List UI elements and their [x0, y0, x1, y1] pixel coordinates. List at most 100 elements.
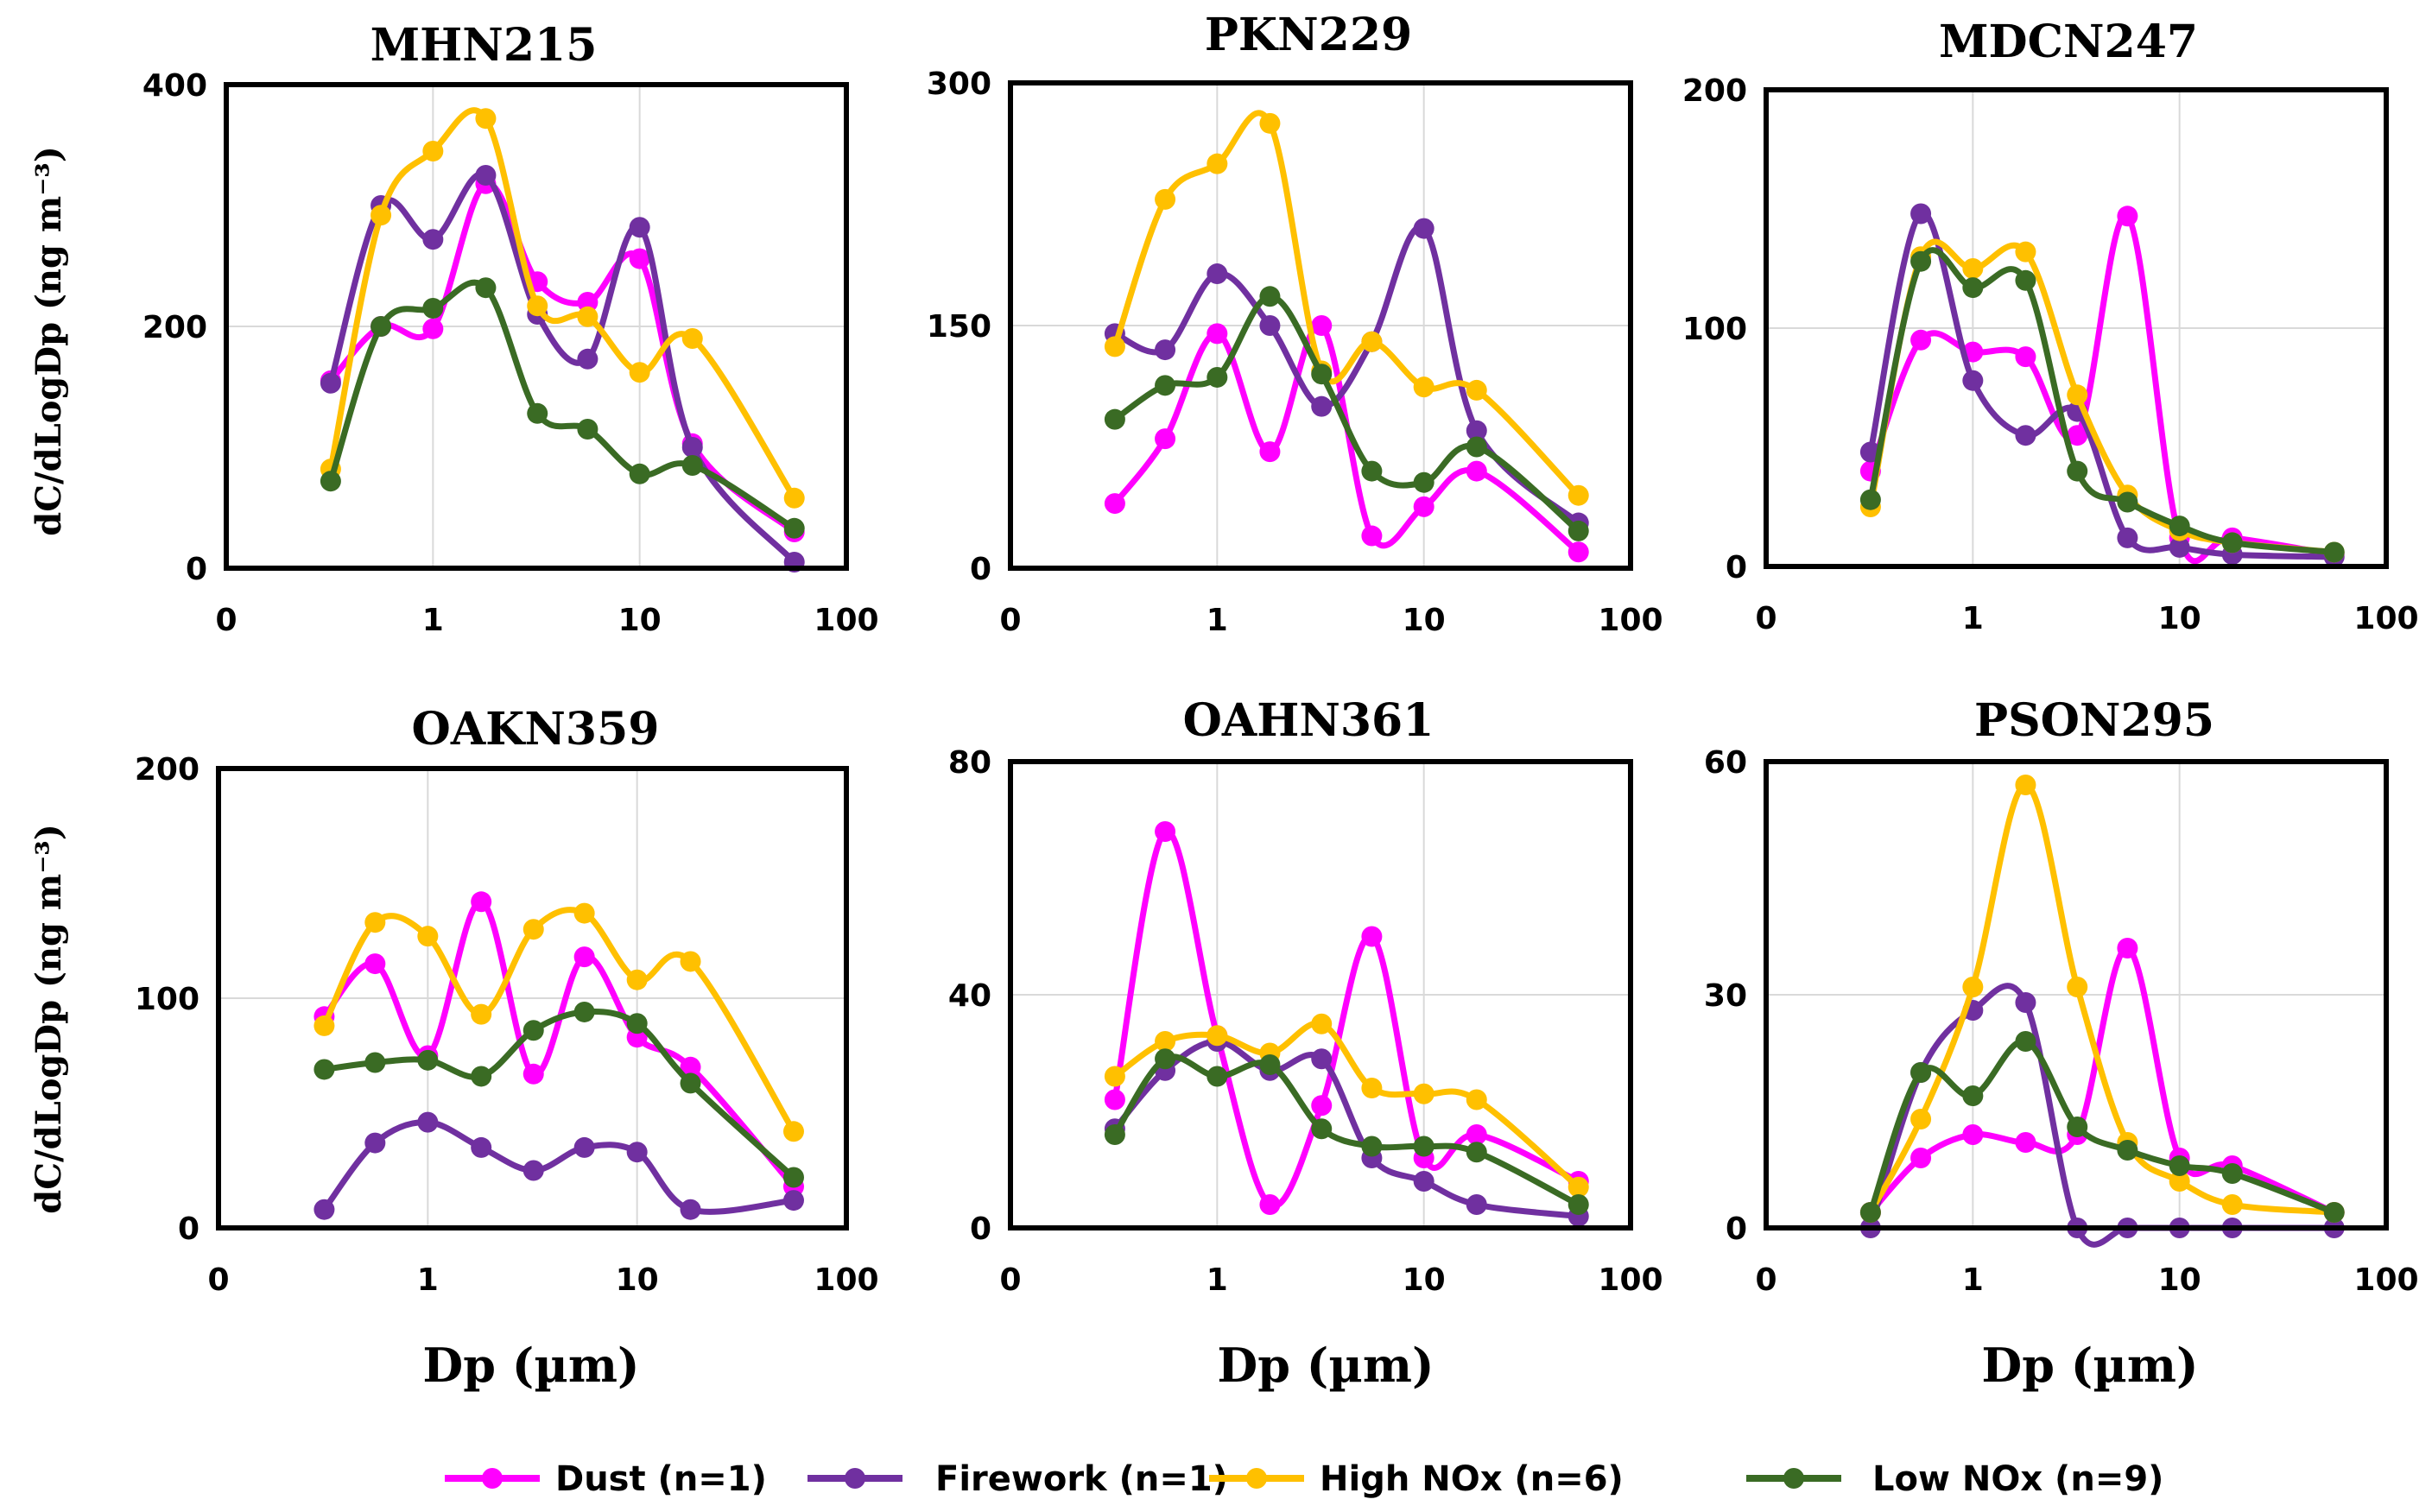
chart-title-mdcn247: MDCN247: [1939, 16, 2198, 68]
mdcn247-dust-point: [1910, 329, 1932, 351]
pkn229-low-nox-point: [1259, 286, 1281, 307]
pson295-high-nox-point: [2221, 1194, 2243, 1215]
pkn229-xtick-label: 100: [1598, 603, 1662, 638]
pson295-series-high-nox: [1859, 775, 2345, 1223]
chart-title-pkn229: PKN229: [1205, 9, 1412, 61]
mdcn247-dust-line: [1867, 212, 2335, 565]
oakn359-low-nox-point: [417, 1049, 439, 1071]
pkn229-xtick-label: 1: [1206, 603, 1228, 638]
oahn361-ytick-label: 0: [970, 1211, 991, 1247]
oahn361-high-nox-point: [1413, 1083, 1434, 1104]
oakn359-firework-point: [417, 1111, 439, 1133]
mhn215-xtick-label: 0: [215, 603, 237, 638]
oahn361-high-nox-point: [1311, 1013, 1333, 1034]
pkn229-dust-point: [1568, 541, 1589, 563]
legend-lownox-marker: [1783, 1468, 1804, 1489]
pkn229-firework-point: [1206, 263, 1228, 285]
mdcn247-firework-point: [2169, 536, 2190, 558]
oakn359-ytick-label: 0: [178, 1211, 200, 1247]
oakn359-plot-frame: [216, 766, 849, 1230]
oakn359-dust-point: [364, 953, 386, 975]
oakn359-dust-point: [522, 1063, 544, 1085]
oahn361-high-nox-point: [1568, 1176, 1589, 1198]
pson295-xtick-label: 100: [2353, 1262, 2418, 1298]
mdcn247-ytick-label: 200: [1682, 73, 1747, 109]
oakn359-low-nox-point: [573, 1001, 595, 1022]
pkn229-series-low-nox: [1104, 286, 1589, 541]
pkn229-low-nox-point: [1104, 408, 1125, 430]
pson295-xtick-label: 1: [1962, 1262, 1984, 1298]
mhn215-firework-point: [320, 372, 341, 394]
pson295-high-nox-point: [2067, 977, 2088, 997]
mhn215-firework-point: [577, 348, 598, 370]
oakn359-high-nox-point: [314, 1015, 335, 1036]
mdcn247-low-nox-point: [1859, 489, 1881, 510]
mhn215-low-nox-point: [320, 471, 341, 492]
pson295-dust-point: [1910, 1148, 1932, 1168]
oakn359-series-low-nox: [314, 1001, 804, 1188]
oakn359-low-nox-line: [323, 1009, 796, 1180]
mhn215-low-nox-point: [422, 298, 444, 319]
mdcn247-high-nox-line: [1867, 238, 2335, 555]
mdcn247-series-high-nox: [1859, 238, 2345, 563]
mhn215-high-nox-point: [629, 362, 650, 383]
mhn215-firework-point: [475, 165, 497, 186]
mhn215-xtick-label: 10: [618, 603, 662, 638]
panel-mhn215: 0 200 400 0 1 10 100: [142, 68, 879, 638]
mhn215-low-nox-point: [577, 419, 598, 440]
oakn359-dust-point: [573, 946, 595, 968]
oakn359-firework-point: [522, 1160, 544, 1181]
oakn359-xtick-label: 100: [814, 1262, 878, 1298]
oahn361-dust-point: [1155, 821, 1176, 842]
oahn361-low-nox-point: [1413, 1136, 1434, 1157]
pkn229-low-nox-point: [1361, 460, 1383, 482]
oahn361-dust-point: [1104, 1089, 1125, 1110]
oakn359-high-nox-point: [782, 1121, 804, 1142]
mdcn247-high-nox-point: [1962, 258, 1984, 279]
pson295-low-nox-point: [1910, 1062, 1932, 1083]
pson295-plot-frame: [1764, 759, 2389, 1230]
mhn215-high-nox-point: [370, 205, 392, 226]
oahn361-xtick-label: 0: [999, 1262, 1021, 1298]
oakn359-series-firework: [314, 1111, 804, 1220]
oahn361-low-nox-point: [1104, 1124, 1125, 1145]
legend-firework-label: Firework (n=1): [935, 1459, 1228, 1499]
pson295-series-low-nox: [1859, 1031, 2345, 1223]
mhn215-ytick-label: 0: [186, 552, 207, 587]
oahn361-firework-point: [1466, 1194, 1487, 1215]
pkn229-series-high-nox: [1104, 110, 1589, 506]
pkn229-dust-line: [1112, 321, 1580, 555]
mhn215-low-nox-point: [783, 517, 805, 539]
pson295-high-nox-point: [2015, 775, 2036, 795]
pson295-ytick-label: 0: [1726, 1211, 1747, 1247]
pson295-low-nox-point: [2067, 1117, 2088, 1137]
mhn215-high-nox-point: [475, 108, 497, 130]
mdcn247-dust-point: [2067, 425, 2088, 446]
mhn215-firework-line: [327, 170, 797, 565]
legend: Dust (n=1) Firework (n=1) High NOx (n=6)…: [445, 1459, 2163, 1499]
oakn359-firework-point: [782, 1190, 804, 1211]
mhn215-firework-point: [681, 437, 703, 458]
oahn361-dust-point: [1259, 1194, 1281, 1215]
panel-oahn361: 0 40 80 0 1 10 100: [948, 745, 1663, 1298]
oakn359-low-nox-point: [471, 1066, 492, 1087]
legend-lownox-label: Low NOx (n=9): [1872, 1459, 2163, 1499]
pson295-low-nox-point: [2323, 1202, 2345, 1223]
pson295-low-nox-point: [1859, 1202, 1881, 1223]
mhn215-low-nox-point: [629, 463, 650, 484]
x-axis-label-left: Dp (µm): [422, 1338, 639, 1393]
mdcn247-series-firework: [1859, 203, 2345, 567]
oakn359-firework-line: [321, 1119, 795, 1215]
pkn229-low-nox-point: [1311, 364, 1333, 385]
oakn359-high-nox-point: [471, 1003, 492, 1025]
mdcn247-high-nox-point: [2067, 384, 2088, 406]
oakn359-xtick-label: 0: [207, 1262, 229, 1298]
oakn359-low-nox-point: [314, 1059, 335, 1080]
mdcn247-firework-point: [1962, 370, 1984, 391]
pkn229-dust-point: [1104, 493, 1125, 515]
mhn215-plot-frame: [224, 82, 849, 571]
pkn229-high-nox-point: [1413, 376, 1434, 398]
legend-dust-label: Dust (n=1): [555, 1459, 767, 1499]
mdcn247-firework-point: [2015, 425, 2036, 446]
oahn361-high-nox-point: [1155, 1031, 1176, 1052]
